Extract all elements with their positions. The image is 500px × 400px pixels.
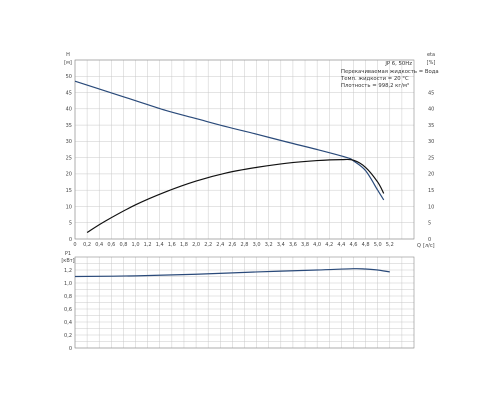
- series-lines: [74, 80, 390, 278]
- x-tick-label: 2,4: [216, 242, 224, 248]
- x-tick-label: 0: [73, 242, 76, 248]
- pump-model-label: JP 6, 50Hz: [384, 61, 412, 67]
- x-tick-label: 3,4: [277, 242, 285, 248]
- top-y-tick-label: 15: [66, 188, 72, 194]
- bottom-y-tick-label: 0: [69, 346, 72, 352]
- x-tick-label: 3,8: [301, 242, 309, 248]
- top-y2-tick-label: 30: [428, 139, 434, 145]
- x-tick-label: 3,2: [265, 242, 273, 248]
- top-y-tick-label: 20: [66, 172, 72, 178]
- bottom-y-tick-label: 1,2: [64, 268, 72, 274]
- tick-labels: 0 0,2 0,4 0,6 0,8 1,0 1,2 1,4 1,6 1,8 2,0 2,2 2,4 2,6…: [64, 74, 434, 352]
- x-axis-unit: [л/с]: [423, 243, 435, 249]
- top-y-label: H: [66, 52, 70, 58]
- power-curve: [74, 268, 390, 278]
- top-y2-label: eta: [427, 52, 435, 58]
- x-tick-label: 0,6: [107, 242, 115, 248]
- bottom-plot-frame: [74, 256, 415, 349]
- top-y2-tick-label: 25: [428, 155, 434, 161]
- top-plot-frame: [74, 59, 415, 240]
- top-y-tick-label: 10: [66, 204, 72, 210]
- top-y-tick-label: 5: [69, 221, 72, 227]
- top-y2-unit: [%]: [427, 60, 436, 66]
- top-y2-tick-label: 15: [428, 188, 434, 194]
- top-y-tick-label: 30: [66, 139, 72, 145]
- x-tick-label: 4,8: [362, 242, 370, 248]
- x-tick-label: 4,2: [325, 242, 333, 248]
- x-tick-label: 1,4: [156, 242, 164, 248]
- x-tick-label: 0,4: [95, 242, 103, 248]
- x-tick-label: 3,0: [253, 242, 261, 248]
- bottom-y-unit: [кВт]: [61, 258, 74, 264]
- x-tick-label: 4,0: [313, 242, 321, 248]
- x-tick-label: 4,6: [349, 242, 357, 248]
- x-tick-label: 2,8: [241, 242, 249, 248]
- x-tick-label: 1,2: [144, 242, 152, 248]
- bottom-y-tick-label: 0,4: [64, 320, 72, 326]
- bottom-y-label: P1: [65, 251, 71, 257]
- x-tick-label: 2,2: [204, 242, 212, 248]
- top-y-unit: [м]: [64, 60, 72, 66]
- bottom-y-tick-label: 0,8: [64, 294, 72, 300]
- top-y2-tick-label: 0: [428, 237, 431, 243]
- x-tick-label: 2,0: [192, 242, 200, 248]
- efficiency-curve: [86, 158, 385, 233]
- top-y2-tick-label: 20: [428, 172, 434, 178]
- x-tick-label: 5,2: [386, 242, 394, 248]
- bottom-y-tick-label: 0,2: [64, 333, 72, 339]
- fluid-density-label: Плотность = 998,2 кг/м³: [341, 82, 409, 89]
- fluid-temperature-label: Темп. жидкости = 20 °C: [340, 76, 409, 82]
- top-y2-tick-label: 35: [428, 123, 434, 129]
- top-y-tick-label: 40: [66, 107, 72, 113]
- top-y2-tick-label: 10: [428, 204, 434, 210]
- x-axis-label: Q: [417, 243, 421, 249]
- top-y2-tick-label: 5: [428, 221, 431, 227]
- x-tick-label: 0,2: [83, 242, 91, 248]
- bottom-y-tick-label: 1,0: [64, 281, 72, 287]
- grid-lines: [74, 59, 414, 349]
- head-curve: [74, 80, 385, 201]
- top-y-tick-label: 45: [66, 90, 72, 96]
- x-tick-label: 3,6: [289, 242, 297, 248]
- x-tick-label: 5,0: [374, 242, 382, 248]
- top-y2-tick-label: 45: [428, 90, 434, 96]
- x-tick-label: 1,0: [132, 242, 140, 248]
- x-tick-label: 1,8: [180, 242, 188, 248]
- bottom-y-tick-label: 0,6: [64, 307, 72, 313]
- x-tick-label: 2,6: [228, 242, 236, 248]
- x-tick-label: 1,6: [168, 242, 176, 248]
- top-y-tick-label: 35: [66, 123, 72, 129]
- x-tick-label: 0,8: [119, 242, 127, 248]
- top-y-tick-label: 25: [66, 155, 72, 161]
- x-tick-label: 4,4: [337, 242, 345, 248]
- top-y2-tick-label: 40: [428, 107, 434, 113]
- info-box: JP 6, 50Hz Перекачиваемая жидкость = Вод…: [340, 61, 439, 89]
- top-y-tick-label: 50: [66, 74, 72, 80]
- fluid-label: Перекачиваемая жидкость = Вода: [341, 69, 439, 75]
- top-y-tick-label: 0: [69, 237, 72, 243]
